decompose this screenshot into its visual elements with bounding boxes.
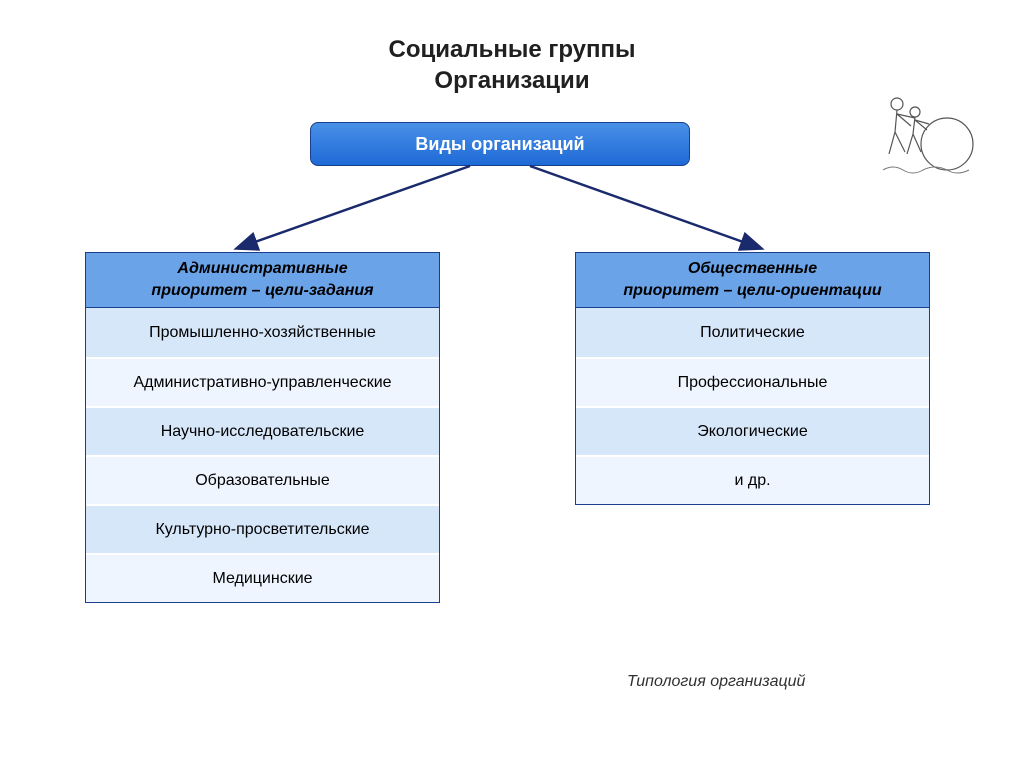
column-public: Общественные приоритет – цели-ориентации… (575, 252, 930, 505)
list-item: Профессиональные (576, 357, 929, 406)
title-line-2: Организации (0, 65, 1024, 96)
list-item: Медицинские (86, 553, 439, 602)
decorative-illustration (875, 82, 980, 177)
header-line-1: Общественные (688, 258, 817, 280)
header-line-1: Административные (177, 258, 347, 280)
column-header: Общественные приоритет – цели-ориентации (576, 253, 929, 308)
list-item: Промышленно-хозяйственные (86, 308, 439, 357)
list-item: Политические (576, 308, 929, 357)
column-administrative: Административные приоритет – цели-задани… (85, 252, 440, 603)
root-node: Виды организаций (310, 122, 690, 166)
title-line-1: Социальные группы (0, 34, 1024, 65)
footer-caption: Типология организаций (627, 673, 805, 691)
list-item: Культурно-просветительские (86, 504, 439, 553)
list-item: Экологические (576, 406, 929, 455)
header-line-2: приоритет – цели-задания (151, 280, 373, 302)
list-item: Административно-управленческие (86, 357, 439, 406)
list-item: Научно-исследовательские (86, 406, 439, 455)
page-title: Социальные группы Организации (0, 0, 1024, 96)
list-item: и др. (576, 455, 929, 504)
header-line-2: приоритет – цели-ориентации (623, 280, 881, 302)
list-item: Образовательные (86, 455, 439, 504)
column-header: Административные приоритет – цели-задани… (86, 253, 439, 308)
